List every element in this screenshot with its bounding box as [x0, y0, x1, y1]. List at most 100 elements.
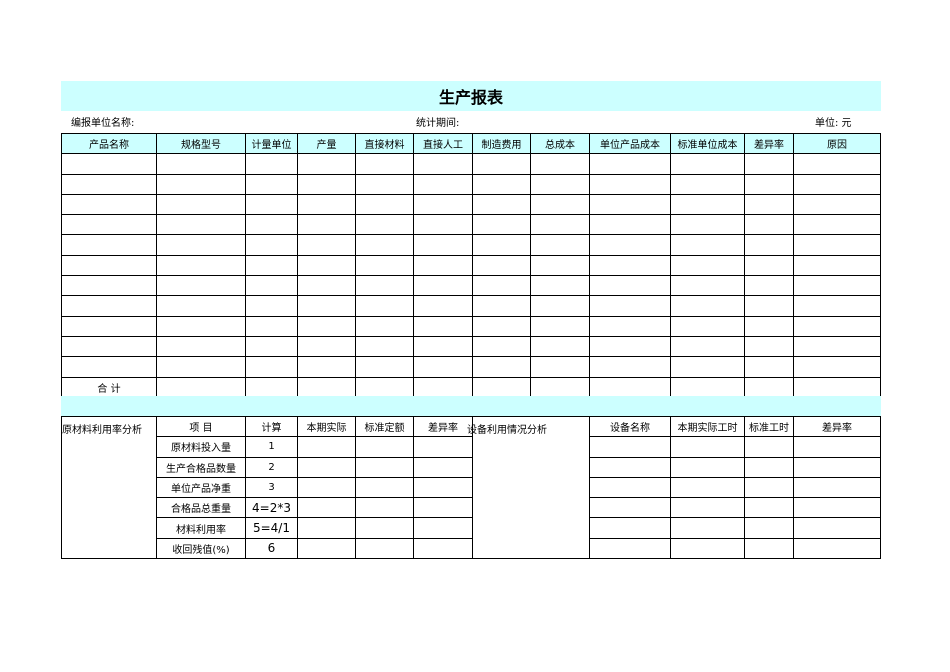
- data-cell[interactable]: [245, 234, 298, 256]
- data-cell[interactable]: [793, 193, 881, 216]
- data-cell[interactable]: [245, 153, 298, 175]
- equipment-value-cell[interactable]: [793, 497, 881, 519]
- data-cell[interactable]: [744, 356, 794, 378]
- equipment-value-cell[interactable]: [670, 517, 745, 539]
- total-cell[interactable]: [793, 376, 881, 398]
- data-cell[interactable]: [297, 214, 356, 236]
- data-cell[interactable]: [355, 315, 414, 337]
- data-cell[interactable]: [413, 214, 473, 236]
- data-cell[interactable]: [530, 335, 590, 358]
- material-value-cell[interactable]: [355, 497, 414, 519]
- data-cell[interactable]: [297, 295, 356, 317]
- data-cell[interactable]: [297, 234, 356, 256]
- data-cell[interactable]: [413, 153, 473, 175]
- total-cell[interactable]: [589, 376, 671, 398]
- data-cell[interactable]: [589, 295, 671, 317]
- data-cell[interactable]: [670, 193, 745, 216]
- data-cell[interactable]: [530, 315, 590, 337]
- data-cell[interactable]: [670, 315, 745, 337]
- material-value-cell[interactable]: [297, 517, 356, 539]
- data-cell[interactable]: [61, 254, 157, 277]
- data-cell[interactable]: [670, 173, 745, 195]
- equipment-value-cell[interactable]: [589, 537, 671, 560]
- data-cell[interactable]: [156, 315, 246, 337]
- data-cell[interactable]: [156, 214, 246, 236]
- data-cell[interactable]: [472, 356, 531, 378]
- data-cell[interactable]: [744, 214, 794, 236]
- data-cell[interactable]: [589, 153, 671, 175]
- data-cell[interactable]: [156, 275, 246, 297]
- material-value-cell[interactable]: [413, 436, 473, 458]
- equipment-value-cell[interactable]: [670, 436, 745, 458]
- material-value-cell[interactable]: [413, 517, 473, 539]
- data-cell[interactable]: [61, 214, 157, 236]
- data-cell[interactable]: [413, 356, 473, 378]
- data-cell[interactable]: [793, 234, 881, 256]
- data-cell[interactable]: [530, 193, 590, 216]
- data-cell[interactable]: [61, 153, 157, 175]
- data-cell[interactable]: [245, 356, 298, 378]
- data-cell[interactable]: [589, 356, 671, 378]
- data-cell[interactable]: [61, 315, 157, 337]
- data-cell[interactable]: [530, 153, 590, 175]
- data-cell[interactable]: [355, 335, 414, 358]
- data-cell[interactable]: [355, 214, 414, 236]
- total-cell[interactable]: [413, 376, 473, 398]
- material-value-cell[interactable]: [355, 456, 414, 478]
- equipment-value-cell[interactable]: [589, 436, 671, 458]
- data-cell[interactable]: [245, 214, 298, 236]
- total-cell[interactable]: [245, 376, 298, 398]
- material-value-cell[interactable]: [413, 497, 473, 519]
- data-cell[interactable]: [413, 335, 473, 358]
- equipment-value-cell[interactable]: [744, 436, 794, 458]
- material-value-cell[interactable]: [297, 497, 356, 519]
- data-cell[interactable]: [472, 234, 531, 256]
- data-cell[interactable]: [589, 315, 671, 337]
- equipment-value-cell[interactable]: [670, 497, 745, 519]
- material-value-cell[interactable]: [355, 436, 414, 458]
- data-cell[interactable]: [472, 275, 531, 297]
- data-cell[interactable]: [355, 193, 414, 216]
- data-cell[interactable]: [355, 153, 414, 175]
- data-cell[interactable]: [297, 153, 356, 175]
- data-cell[interactable]: [297, 356, 356, 378]
- data-cell[interactable]: [156, 295, 246, 317]
- data-cell[interactable]: [156, 335, 246, 358]
- data-cell[interactable]: [530, 275, 590, 297]
- data-cell[interactable]: [670, 214, 745, 236]
- material-value-cell[interactable]: [355, 517, 414, 539]
- data-cell[interactable]: [472, 193, 531, 216]
- equipment-value-cell[interactable]: [670, 537, 745, 560]
- data-cell[interactable]: [245, 173, 298, 195]
- data-cell[interactable]: [472, 295, 531, 317]
- data-cell[interactable]: [297, 335, 356, 358]
- data-cell[interactable]: [670, 234, 745, 256]
- data-cell[interactable]: [297, 275, 356, 297]
- total-cell[interactable]: [156, 376, 246, 398]
- data-cell[interactable]: [355, 356, 414, 378]
- data-cell[interactable]: [413, 295, 473, 317]
- total-cell[interactable]: [297, 376, 356, 398]
- data-cell[interactable]: [793, 356, 881, 378]
- material-value-cell[interactable]: [355, 537, 414, 560]
- data-cell[interactable]: [589, 335, 671, 358]
- data-cell[interactable]: [413, 193, 473, 216]
- data-cell[interactable]: [530, 234, 590, 256]
- data-cell[interactable]: [156, 193, 246, 216]
- data-cell[interactable]: [472, 335, 531, 358]
- data-cell[interactable]: [355, 173, 414, 195]
- data-cell[interactable]: [297, 254, 356, 277]
- data-cell[interactable]: [744, 315, 794, 337]
- data-cell[interactable]: [245, 335, 298, 358]
- equipment-value-cell[interactable]: [793, 517, 881, 539]
- equipment-value-cell[interactable]: [793, 476, 881, 499]
- data-cell[interactable]: [61, 173, 157, 195]
- data-cell[interactable]: [156, 254, 246, 277]
- data-cell[interactable]: [530, 173, 590, 195]
- data-cell[interactable]: [297, 193, 356, 216]
- data-cell[interactable]: [744, 254, 794, 277]
- equipment-value-cell[interactable]: [744, 517, 794, 539]
- data-cell[interactable]: [413, 173, 473, 195]
- total-cell[interactable]: [530, 376, 590, 398]
- data-cell[interactable]: [670, 356, 745, 378]
